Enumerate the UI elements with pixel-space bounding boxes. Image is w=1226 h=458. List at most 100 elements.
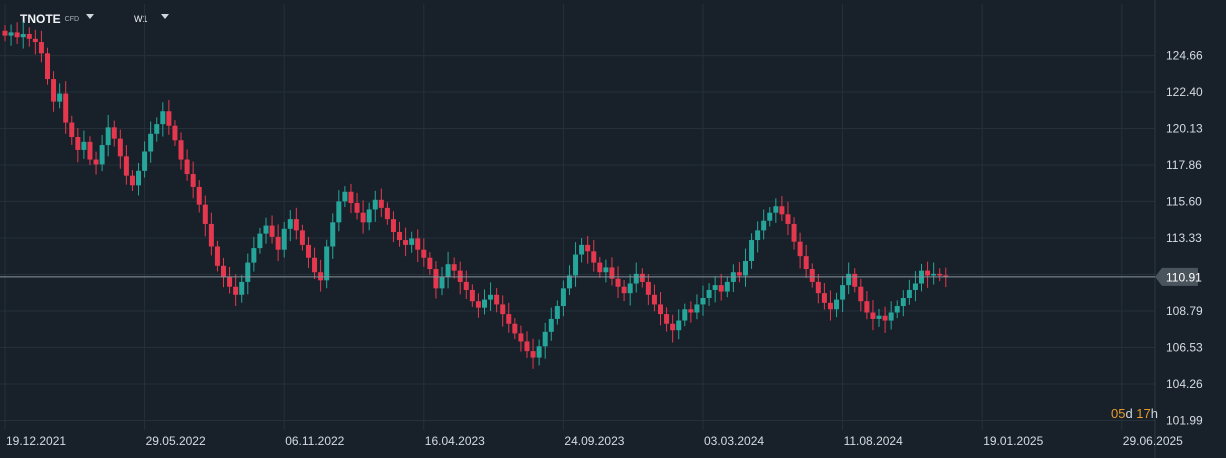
candle-body [658, 304, 664, 315]
candle-body [742, 260, 748, 276]
candle-body [421, 249, 427, 258]
candle-body [378, 199, 384, 208]
symbol-suffix: CFD [64, 16, 80, 23]
candle-body [931, 273, 937, 276]
candle-body [75, 137, 81, 150]
y-tick-label: 115.60 [1166, 194, 1202, 208]
candle-body [870, 312, 876, 319]
candle-body [524, 341, 530, 352]
candle-body [360, 212, 366, 223]
candle-body [111, 127, 117, 139]
candle-body [894, 306, 900, 313]
candle-body [664, 314, 670, 324]
candle-body [858, 286, 864, 302]
candle-body [469, 289, 475, 302]
candle-body [409, 238, 415, 245]
candle-body [779, 206, 785, 215]
candle-body [81, 141, 87, 150]
candle-body [512, 323, 518, 334]
candle-body [603, 267, 609, 273]
x-tick-label: 03.03.2024 [704, 434, 764, 448]
candle-body [548, 318, 554, 332]
candle-body [166, 111, 172, 126]
candle-body [348, 191, 354, 204]
candle-body [263, 225, 269, 234]
candle-body [336, 201, 342, 223]
candle-body [506, 314, 512, 324]
candle-body [573, 254, 579, 276]
candle-body [724, 281, 730, 292]
candle-body [840, 285, 846, 300]
candle-body [560, 288, 566, 307]
candle-body [403, 240, 409, 245]
candle-body [694, 304, 700, 313]
candle-body [579, 244, 585, 255]
candle-body [20, 34, 26, 38]
candle-body [397, 232, 403, 241]
candle-body [688, 309, 694, 313]
candle-body [494, 294, 500, 305]
candle-body [554, 306, 560, 319]
candle-body [518, 333, 524, 342]
candle-body [676, 320, 682, 331]
symbol-dropdown-chevron-down-icon[interactable] [86, 14, 94, 19]
timeframe-selector[interactable]: W1 [134, 14, 148, 24]
y-tick-label: 120.13 [1166, 121, 1203, 135]
candle-body [639, 273, 645, 282]
candle-body [93, 159, 99, 165]
candle-body [712, 285, 718, 290]
candle-body [773, 206, 779, 213]
candle-body [439, 277, 445, 289]
candle-body [427, 257, 433, 270]
candle-body [943, 275, 949, 277]
countdown-hours: 17 [1136, 406, 1151, 421]
candle-body [69, 122, 75, 138]
candle-body [827, 302, 833, 310]
x-tick-label: 24.09.2023 [564, 434, 624, 448]
candle-body [324, 246, 330, 281]
y-tick-label: 108.79 [1166, 304, 1203, 318]
candle-body [178, 140, 184, 160]
candle-body [530, 351, 536, 358]
candle-body [148, 133, 154, 152]
candle-body [585, 244, 591, 252]
timeframe-dropdown-chevron-down-icon[interactable] [161, 14, 169, 19]
candle-body [888, 312, 894, 321]
candle-body [221, 265, 227, 278]
candle-body [318, 272, 324, 281]
candle-body [481, 299, 487, 308]
candle-body [8, 32, 14, 36]
candle-body [384, 207, 390, 220]
candle-body [900, 298, 906, 307]
candle-body [99, 145, 105, 165]
candle-body [63, 93, 69, 123]
candle-body [312, 257, 318, 273]
symbol-label[interactable]: TNOTE CFD [20, 12, 79, 26]
candle-body [846, 273, 852, 286]
candle-body [651, 294, 657, 305]
candle-body [196, 186, 202, 205]
candle-body [906, 289, 912, 298]
candle-body [160, 111, 166, 125]
candle-body [621, 286, 627, 294]
candle-body [912, 283, 918, 290]
countdown-days-unit: d [1125, 406, 1133, 421]
candle-body [342, 191, 348, 202]
candle-body [32, 38, 38, 43]
candle-body [208, 223, 214, 247]
candle-body [2, 30, 8, 36]
candle-body [142, 151, 148, 171]
candle-body [609, 267, 615, 279]
candle-body [815, 281, 821, 294]
candle-body [791, 223, 797, 242]
candle-body [117, 138, 123, 157]
y-tick-label: 117.86 [1166, 158, 1202, 172]
candle-body [184, 159, 190, 175]
y-tick-label: 124.66 [1166, 49, 1203, 63]
candle-body [633, 273, 639, 284]
candle-body [390, 219, 396, 232]
candle-body [864, 301, 870, 313]
candle-body [372, 199, 378, 210]
candle-body [154, 124, 160, 134]
